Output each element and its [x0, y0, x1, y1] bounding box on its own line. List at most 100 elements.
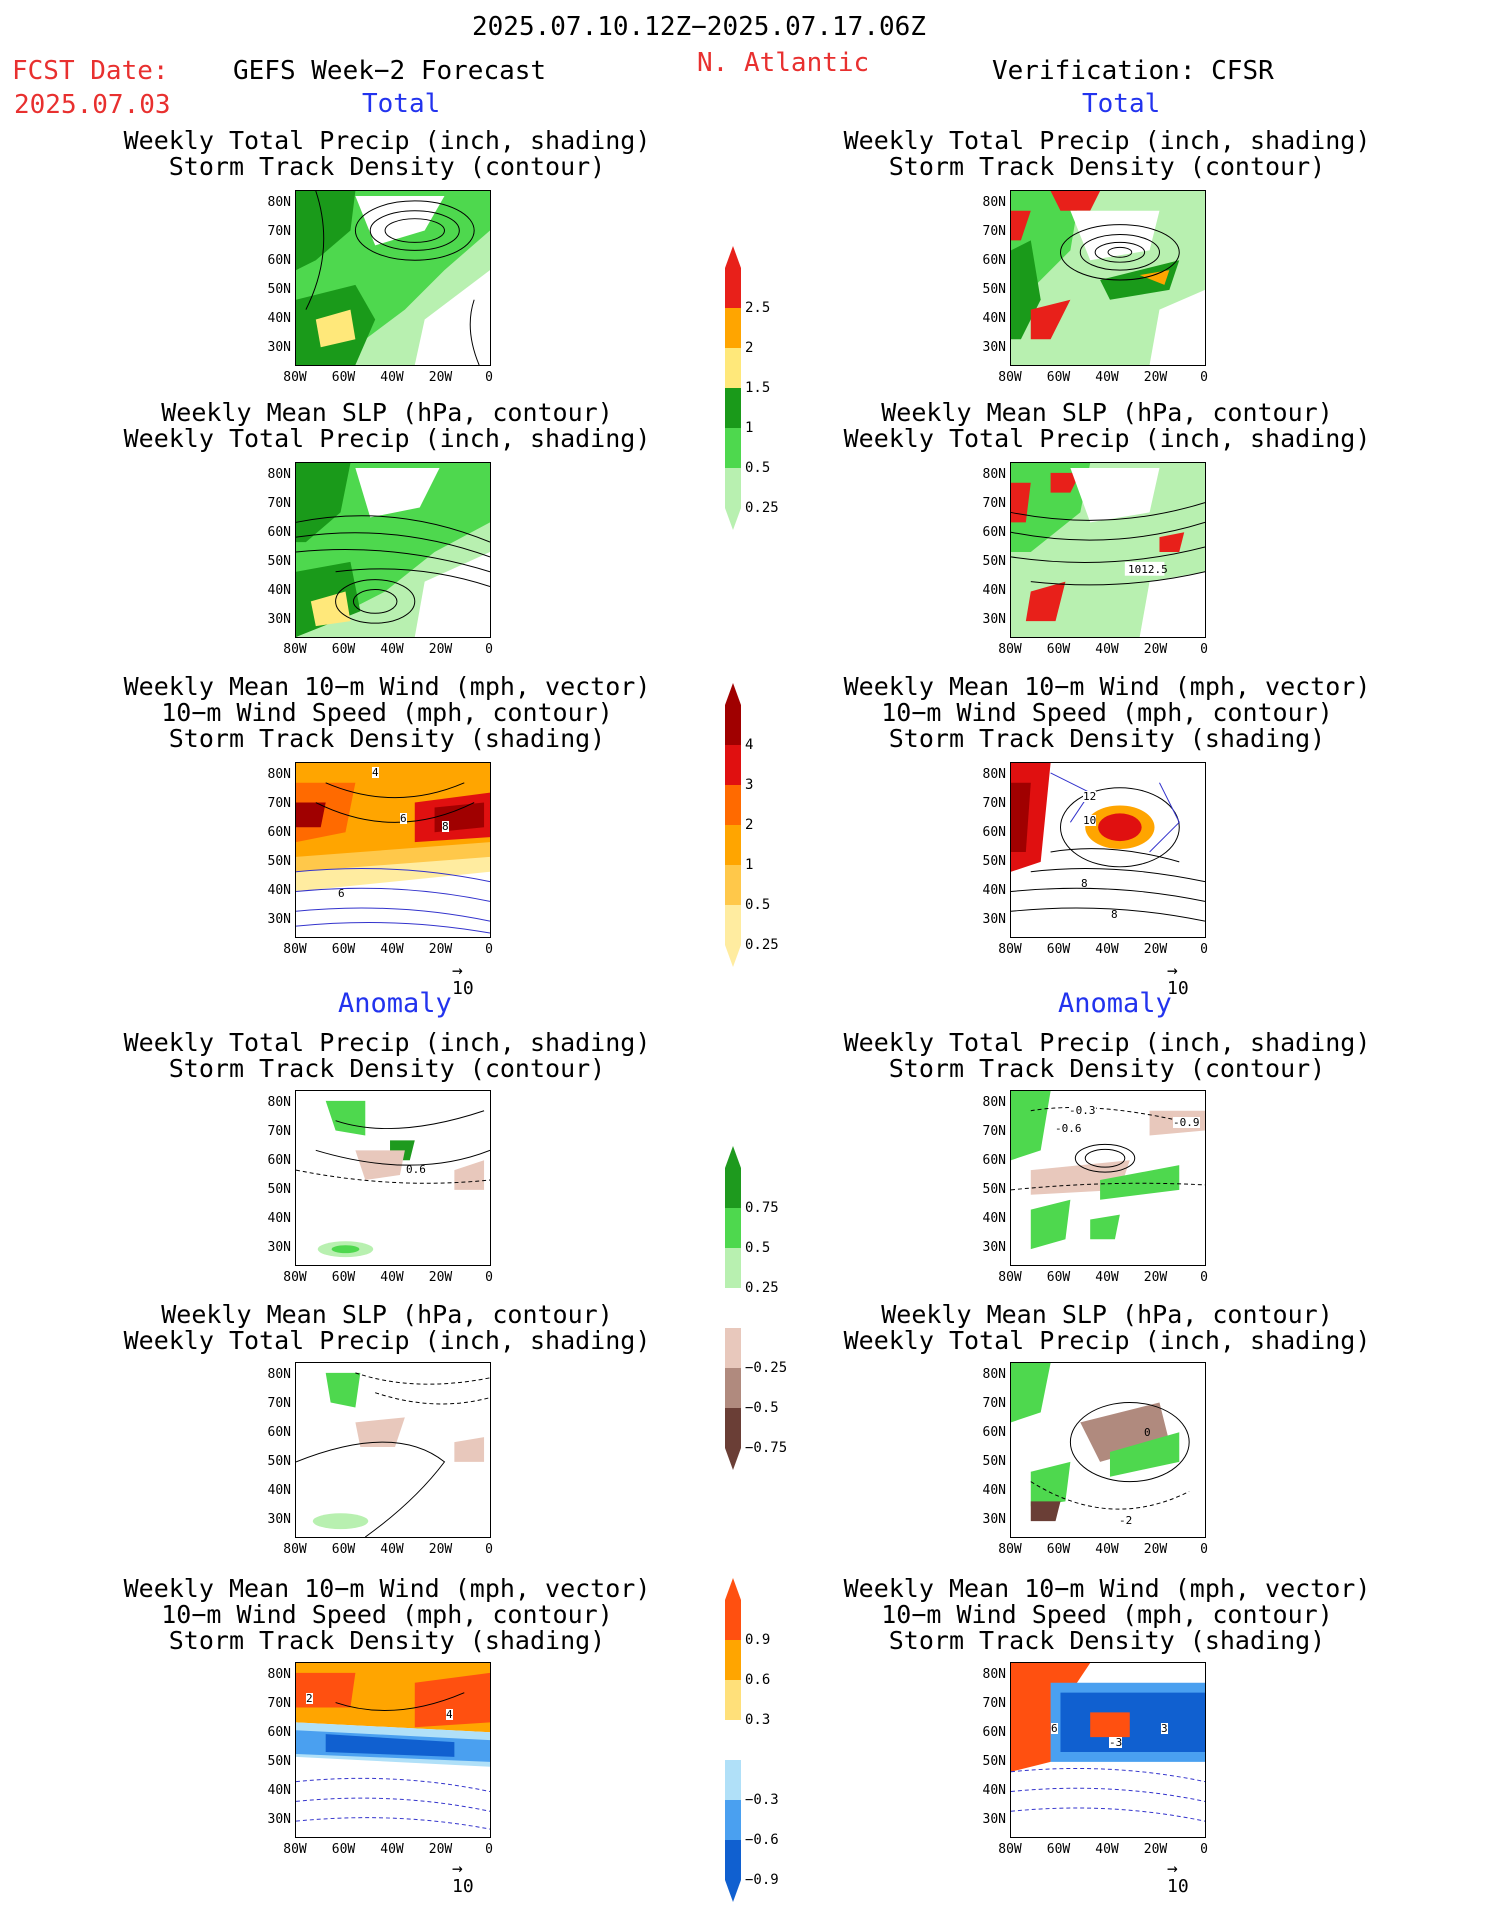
- lat-tick-label: 30N: [982, 612, 1006, 627]
- colorbar-segment: [725, 1680, 741, 1720]
- anom-wind-label-1: 6: [1051, 1722, 1058, 1735]
- map-slp-precip-fcst: [295, 462, 491, 638]
- lon-tick-label: 20W: [428, 1270, 453, 1285]
- colorbar-segment: [725, 1600, 741, 1640]
- colorbar-segment: [725, 905, 741, 945]
- colorbar-label: 0.75: [745, 1200, 779, 1216]
- colorbar-bottom-tip: [725, 945, 741, 967]
- colorbar-label: 0.5: [745, 897, 771, 913]
- lat-tick-label: 30N: [982, 1240, 1006, 1255]
- lon-tick-label: 40W: [380, 370, 404, 385]
- anom-contour-label: 0.6: [406, 1163, 426, 1176]
- total-label-right: Total: [1082, 89, 1161, 119]
- lon-tick-label: 40W: [380, 1842, 404, 1857]
- lon-tick-label: 20W: [428, 642, 453, 657]
- date-range: 2025.07.10.12Z−2025.07.17.06Z: [472, 12, 926, 42]
- lon-tick-label: 80W: [998, 942, 1022, 957]
- title-slp-precip-verif: Weekly Mean SLP (hPa, contour) Weekly To…: [843, 398, 1371, 453]
- lat-tick-label: 70N: [982, 1696, 1006, 1711]
- lat-tick-label: 30N: [267, 1812, 291, 1827]
- lon-tick-label: 0: [485, 1842, 493, 1857]
- map-anom-slp-precip-verif: 0 -2: [1010, 1362, 1206, 1538]
- lat-tick-label: 60N: [982, 525, 1006, 540]
- vector-ref-verif-total: → 10: [1167, 960, 1189, 999]
- lat-tick-label: 60N: [267, 253, 291, 268]
- anom-slp-label-1: 0: [1144, 1426, 1151, 1439]
- lon-tick-label: 80W: [998, 1842, 1022, 1857]
- title-anom-slp-precip-fcst: Weekly Mean SLP (hPa, contour) Weekly To…: [123, 1300, 651, 1355]
- colorbar-segment: [725, 705, 741, 745]
- lat-tick-label: 30N: [982, 340, 1006, 355]
- colorbar-segment: [725, 1288, 741, 1328]
- colorbar-label: −0.5: [745, 1400, 779, 1416]
- lon-tick-label: 20W: [428, 1842, 453, 1857]
- vector-ref-verif-anom: → 10: [1167, 1858, 1189, 1897]
- lon-tick-label: 80W: [283, 1842, 307, 1857]
- wind-contour-label-1: 4: [372, 766, 379, 779]
- anom-contour-label-1: -0.3: [1069, 1104, 1096, 1117]
- map-wind-track-fcst: 4 6 8 6: [295, 762, 491, 938]
- lat-tick-label: 80N: [982, 1667, 1006, 1682]
- lon-tick-label: 80W: [998, 370, 1022, 385]
- colorbar-label: 0.9: [745, 1632, 771, 1648]
- lon-tick-label: 0: [485, 1542, 493, 1557]
- lon-tick-label: 20W: [1143, 1842, 1168, 1857]
- colorbar-segment: [725, 268, 741, 308]
- lat-tick-label: 40N: [982, 1211, 1006, 1226]
- vector-ref-fcst-anom: → 10: [452, 1858, 474, 1897]
- lat-tick-label: 40N: [267, 583, 291, 598]
- lon-tick-label: 0: [485, 642, 493, 657]
- lon-tick-label: 80W: [998, 1270, 1022, 1285]
- total-label-left: Total: [362, 89, 441, 119]
- lon-tick-label: 80W: [998, 642, 1022, 657]
- colorbar-segment: [725, 1168, 741, 1208]
- lon-tick-label: 80W: [283, 1542, 307, 1557]
- lat-tick-label: 30N: [267, 1512, 291, 1527]
- anom-contour-label-3: -0.9: [1173, 1116, 1200, 1129]
- lat-tick-label: 50N: [267, 1182, 291, 1197]
- region-name: N. Atlantic: [697, 48, 870, 78]
- colorbar-label: 1: [745, 420, 754, 436]
- colorbar-label: 1.5: [745, 380, 771, 396]
- lat-tick-label: 80N: [982, 467, 1006, 482]
- map-anom-wind-track-fcst: 2 4: [295, 1662, 491, 1838]
- colorbar-top-tip: [725, 1146, 741, 1168]
- lat-tick-label: 50N: [982, 554, 1006, 569]
- slp-contour-label: 1012.5: [1128, 563, 1168, 576]
- title-anom-wind-track-fcst: Weekly Mean 10−m Wind (mph, vector) 10−m…: [123, 1574, 651, 1655]
- lon-tick-label: 60W: [331, 1842, 356, 1857]
- title-anom-precip-track-fcst: Weekly Total Precip (inch, shading) Stor…: [123, 1028, 651, 1083]
- lon-tick-label: 20W: [1143, 642, 1168, 657]
- verification-label: Verification: CFSR: [992, 56, 1274, 86]
- lon-tick-label: 40W: [1095, 942, 1119, 957]
- lon-tick-label: 40W: [1095, 642, 1119, 657]
- lon-tick-label: 60W: [331, 942, 356, 957]
- lat-tick-label: 40N: [267, 311, 291, 326]
- colorbar-segment: [725, 1248, 741, 1288]
- lat-tick-label: 50N: [982, 1454, 1006, 1469]
- wind-contour-label-3: 8: [442, 820, 449, 833]
- anom-wind-label-2: 4: [446, 1708, 453, 1721]
- wind-contour-label-2: 10: [1083, 814, 1097, 827]
- lat-tick-label: 70N: [267, 496, 291, 511]
- colorbar-segment: [725, 1208, 741, 1248]
- lat-tick-label: 80N: [267, 1095, 291, 1110]
- map-anom-wind-track-verif: 6 3 -3: [1010, 1662, 1206, 1838]
- colorbar-label: 0.5: [745, 1240, 771, 1256]
- lon-tick-label: 60W: [1046, 1842, 1071, 1857]
- lat-tick-label: 30N: [267, 340, 291, 355]
- colorbar-label: 0.6: [745, 1672, 771, 1688]
- lat-tick-label: 50N: [982, 1182, 1006, 1197]
- lat-tick-label: 50N: [982, 854, 1006, 869]
- lon-tick-label: 60W: [1046, 642, 1071, 657]
- lon-tick-label: 0: [1200, 942, 1208, 957]
- lon-tick-label: 80W: [283, 1270, 307, 1285]
- lat-tick-label: 70N: [267, 224, 291, 239]
- title-wind-track-verif: Weekly Mean 10−m Wind (mph, vector) 10−m…: [843, 672, 1371, 753]
- colorbar-label: 0.25: [745, 937, 779, 953]
- lon-tick-label: 80W: [283, 370, 307, 385]
- lon-tick-label: 60W: [1046, 370, 1071, 385]
- lat-tick-label: 70N: [982, 1124, 1006, 1139]
- colorbar-label: 2.5: [745, 300, 771, 316]
- colorbar-label: 2: [745, 817, 754, 833]
